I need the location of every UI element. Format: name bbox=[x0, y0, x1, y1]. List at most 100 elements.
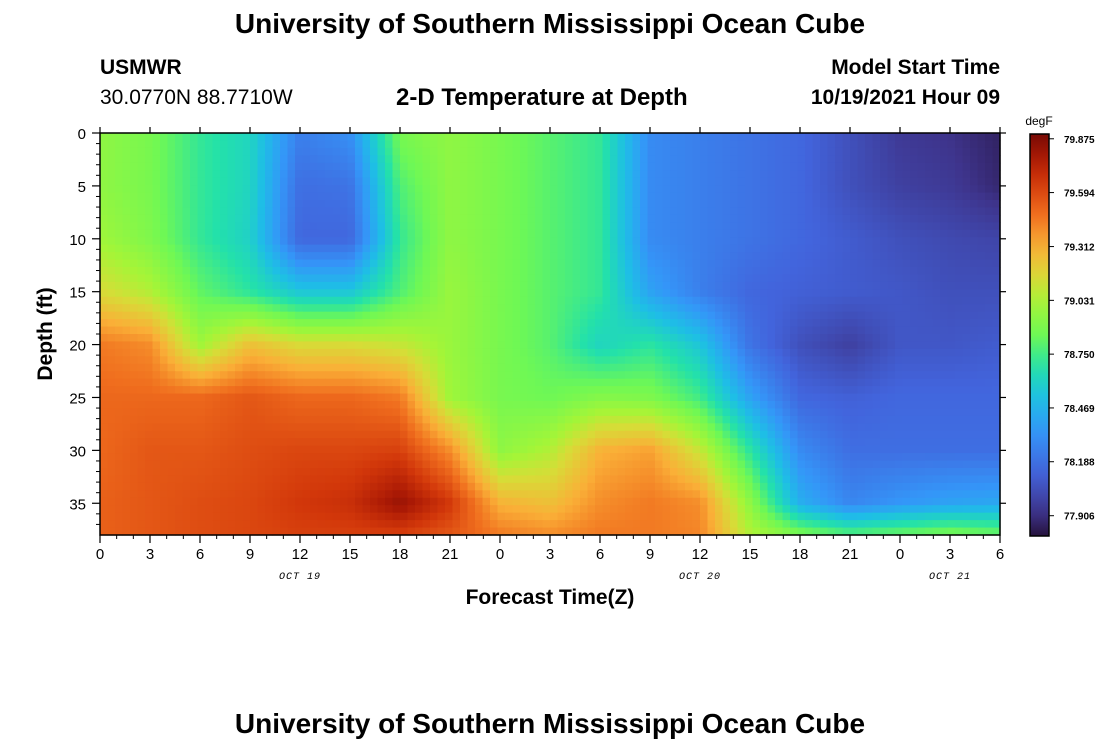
heatmap-cell bbox=[767, 244, 776, 253]
heatmap-cell bbox=[212, 334, 221, 343]
heatmap-cell bbox=[145, 408, 154, 417]
heatmap-cell bbox=[340, 237, 349, 246]
heatmap-cell bbox=[647, 200, 656, 209]
heatmap-cell bbox=[175, 401, 184, 410]
heatmap-cell bbox=[895, 423, 904, 432]
heatmap-cell bbox=[482, 311, 491, 320]
heatmap-cell bbox=[497, 237, 506, 246]
heatmap-cell bbox=[835, 177, 844, 186]
heatmap-cell bbox=[145, 274, 154, 283]
heatmap-cell bbox=[925, 214, 934, 223]
heatmap-cell bbox=[272, 386, 281, 395]
heatmap-cell bbox=[617, 415, 626, 424]
heatmap-cell bbox=[812, 430, 821, 439]
heatmap-cell bbox=[407, 326, 416, 335]
heatmap-cell bbox=[902, 319, 911, 328]
heatmap-cell bbox=[415, 214, 424, 223]
heatmap-cell bbox=[415, 356, 424, 365]
heatmap-cell bbox=[422, 296, 431, 305]
heatmap-cell bbox=[287, 341, 296, 350]
heatmap-cell bbox=[167, 378, 176, 387]
heatmap-cell bbox=[992, 162, 1001, 171]
heatmap-cell bbox=[932, 371, 941, 380]
heatmap-cell bbox=[737, 393, 746, 402]
heatmap-cell bbox=[257, 162, 266, 171]
heatmap-cell bbox=[182, 274, 191, 283]
heatmap-cell bbox=[662, 378, 671, 387]
heatmap-cell bbox=[557, 304, 566, 313]
heatmap-cell bbox=[715, 177, 724, 186]
heatmap-cell bbox=[392, 356, 401, 365]
heatmap-cell bbox=[782, 430, 791, 439]
heatmap-cell bbox=[610, 147, 619, 156]
heatmap-cell bbox=[362, 222, 371, 231]
heatmap-cell bbox=[377, 289, 386, 298]
heatmap-cell bbox=[872, 304, 881, 313]
heatmap-cell bbox=[527, 170, 536, 179]
heatmap-cell bbox=[692, 244, 701, 253]
heatmap-cell bbox=[550, 192, 559, 201]
heatmap-cell bbox=[820, 192, 829, 201]
heatmap-cell bbox=[910, 386, 919, 395]
heatmap-cell bbox=[557, 252, 566, 261]
heatmap-cell bbox=[122, 356, 131, 365]
heatmap-cell bbox=[160, 207, 169, 216]
heatmap-cell bbox=[812, 371, 821, 380]
heatmap-cell bbox=[175, 363, 184, 372]
heatmap-cell bbox=[730, 170, 739, 179]
heatmap-cell bbox=[872, 274, 881, 283]
heatmap-cell bbox=[505, 267, 514, 276]
heatmap-cell bbox=[430, 259, 439, 268]
heatmap-cell bbox=[760, 274, 769, 283]
heatmap-cell bbox=[242, 200, 251, 209]
heatmap-cell bbox=[160, 274, 169, 283]
heatmap-cell bbox=[865, 304, 874, 313]
heatmap-cell bbox=[445, 386, 454, 395]
heatmap-cell bbox=[130, 415, 139, 424]
heatmap-cell bbox=[535, 356, 544, 365]
heatmap-cell bbox=[130, 147, 139, 156]
heatmap-cell bbox=[160, 229, 169, 238]
heatmap-cell bbox=[962, 415, 971, 424]
heatmap-cell bbox=[160, 423, 169, 432]
heatmap-cell bbox=[992, 252, 1001, 261]
heatmap-cell bbox=[542, 289, 551, 298]
heatmap-cell bbox=[865, 244, 874, 253]
heatmap-cell bbox=[272, 274, 281, 283]
heatmap-cell bbox=[865, 237, 874, 246]
heatmap-cell bbox=[910, 200, 919, 209]
heatmap-cell bbox=[887, 371, 896, 380]
heatmap-cell bbox=[152, 438, 161, 447]
heatmap-cell bbox=[640, 244, 649, 253]
heatmap-cell bbox=[362, 185, 371, 194]
heatmap-cell bbox=[272, 281, 281, 290]
heatmap-cell bbox=[520, 430, 529, 439]
heatmap-cell bbox=[790, 289, 799, 298]
heatmap-cell bbox=[610, 281, 619, 290]
heatmap-cell bbox=[745, 147, 754, 156]
heatmap-cell bbox=[265, 401, 274, 410]
heatmap-cell bbox=[655, 170, 664, 179]
heatmap-cell bbox=[752, 401, 761, 410]
heatmap-cell bbox=[280, 289, 289, 298]
heatmap-cell bbox=[287, 334, 296, 343]
heatmap-cell bbox=[910, 393, 919, 402]
heatmap-cell bbox=[377, 311, 386, 320]
heatmap-cell bbox=[550, 133, 559, 142]
heatmap-cell bbox=[227, 237, 236, 246]
heatmap-cell bbox=[662, 408, 671, 417]
heatmap-cell bbox=[617, 319, 626, 328]
heatmap-cell bbox=[302, 319, 311, 328]
heatmap-cell bbox=[805, 401, 814, 410]
heatmap-cell bbox=[520, 334, 529, 343]
heatmap-cell bbox=[497, 155, 506, 164]
heatmap-cell bbox=[190, 192, 199, 201]
heatmap-cell bbox=[302, 244, 311, 253]
heatmap-cell bbox=[310, 185, 319, 194]
heatmap-cell bbox=[227, 140, 236, 149]
heatmap-cell bbox=[775, 147, 784, 156]
heatmap-cell bbox=[917, 177, 926, 186]
heatmap-cell bbox=[460, 229, 469, 238]
heatmap-cell bbox=[167, 207, 176, 216]
heatmap-cell bbox=[925, 185, 934, 194]
